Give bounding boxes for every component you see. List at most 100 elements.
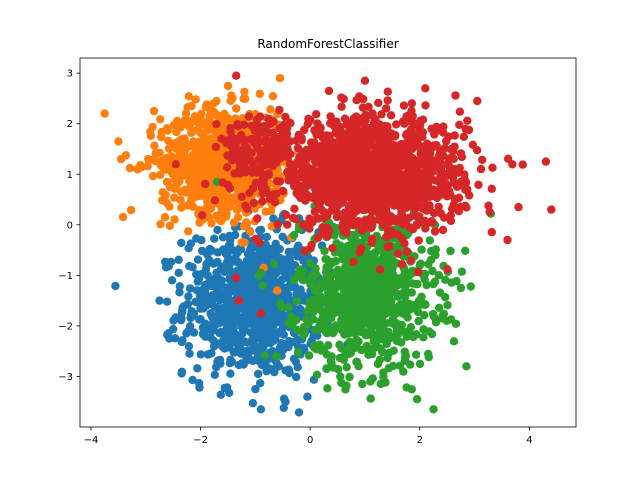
data-point (308, 140, 317, 149)
x-tick-label: 4 (526, 435, 532, 446)
data-point (374, 194, 383, 203)
x-tick-label: 2 (417, 435, 423, 446)
data-point (174, 255, 183, 264)
data-point (461, 201, 470, 210)
data-point (288, 165, 298, 174)
data-point (100, 109, 109, 118)
data-point (387, 332, 397, 341)
data-point (217, 291, 226, 300)
data-point (233, 316, 242, 325)
data-point (232, 71, 241, 80)
data-point (384, 348, 394, 358)
data-point (307, 271, 317, 280)
data-point (241, 94, 250, 104)
data-point (292, 296, 301, 306)
data-point (232, 246, 241, 255)
data-point (356, 244, 366, 253)
data-point (190, 112, 200, 121)
data-point (246, 155, 255, 165)
data-point (184, 292, 193, 301)
data-point (210, 196, 220, 205)
data-point (273, 155, 282, 164)
data-point (204, 213, 214, 222)
data-point (367, 223, 376, 232)
data-point (315, 292, 324, 301)
data-point (157, 132, 166, 142)
x-tick-label: 0 (307, 435, 313, 446)
data-point (184, 227, 193, 236)
data-point (343, 182, 352, 191)
data-point (256, 302, 266, 312)
data-point (321, 274, 331, 283)
data-point (335, 340, 344, 349)
data-point (210, 370, 219, 379)
data-point (185, 284, 195, 293)
data-point (339, 355, 349, 364)
data-point (239, 321, 248, 331)
data-point (306, 280, 315, 289)
data-point (339, 269, 348, 278)
data-point (351, 151, 361, 161)
data-point (218, 204, 228, 213)
data-point (201, 332, 210, 341)
data-point (176, 187, 186, 196)
data-point (186, 200, 195, 209)
data-point (419, 333, 428, 342)
y-tick-label: −2 (58, 321, 73, 332)
data-point (386, 251, 395, 260)
data-point (171, 160, 181, 169)
data-point (164, 136, 173, 145)
data-point (380, 121, 389, 131)
data-point (276, 318, 285, 327)
data-point (394, 164, 404, 173)
data-point (179, 201, 188, 211)
data-point (347, 271, 357, 280)
data-point (150, 141, 159, 150)
data-point (323, 384, 332, 393)
data-point (266, 105, 275, 114)
data-point (331, 159, 340, 168)
data-point (190, 165, 200, 175)
data-point (368, 277, 377, 286)
data-point (420, 311, 429, 320)
data-point (237, 192, 246, 201)
data-point (179, 162, 188, 171)
data-point (292, 372, 301, 382)
data-point (162, 297, 172, 306)
data-point (211, 142, 221, 152)
data-point (349, 172, 358, 182)
data-point (463, 116, 472, 125)
data-point (361, 110, 370, 120)
data-point (269, 117, 278, 126)
data-point (289, 275, 299, 285)
data-point (437, 160, 446, 169)
data-point (258, 189, 267, 198)
data-point (203, 271, 212, 280)
data-point (401, 293, 410, 302)
data-point (298, 276, 308, 285)
data-point (275, 74, 285, 83)
data-point (368, 205, 378, 214)
data-point (307, 240, 316, 250)
data-point (366, 394, 375, 403)
data-point (185, 349, 194, 358)
data-point (300, 158, 309, 167)
data-point (261, 207, 270, 216)
data-point (447, 204, 457, 214)
data-point (408, 225, 418, 234)
data-point (371, 336, 381, 345)
data-point (186, 173, 195, 182)
data-point (439, 309, 449, 318)
data-point (258, 247, 268, 257)
data-point (111, 281, 120, 291)
data-point (374, 98, 383, 108)
data-point (165, 334, 174, 343)
data-point (349, 257, 358, 267)
data-point (393, 249, 403, 258)
data-point (299, 267, 308, 276)
data-point (460, 170, 469, 179)
data-point (332, 139, 341, 148)
data-point (195, 315, 205, 324)
data-point (397, 280, 406, 289)
data-point (368, 234, 377, 243)
